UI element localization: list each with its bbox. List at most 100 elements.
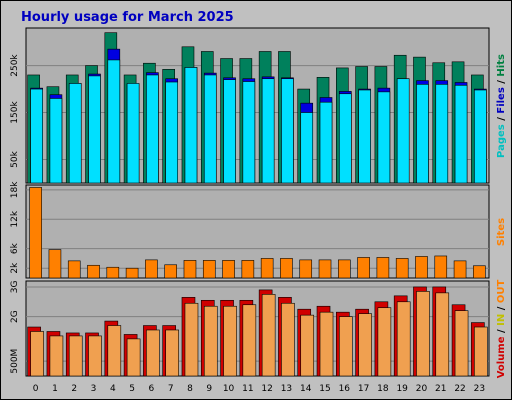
sites-bar	[453, 260, 467, 279]
sites-bar	[280, 258, 293, 279]
out-bar	[223, 305, 237, 377]
out-bar	[165, 329, 179, 377]
legend-part: OUT	[496, 280, 507, 304]
x-tick-label: 21	[435, 384, 446, 394]
x-tick-label: 17	[358, 384, 369, 394]
legend-volume-in-out: Volume / IN / OUT	[496, 280, 507, 379]
pages-bar	[454, 85, 468, 184]
sites-bar	[318, 259, 332, 279]
out-bar	[377, 307, 392, 377]
pages-bar	[474, 89, 487, 184]
y-tick-label: 150k	[10, 101, 20, 124]
x-tick-label: 5	[129, 384, 135, 394]
out-bar	[107, 325, 122, 377]
pages-bar	[165, 81, 178, 184]
legend-part: /	[496, 326, 507, 337]
sites-bar	[202, 260, 216, 279]
sites-bar	[222, 260, 235, 279]
out-bar	[416, 291, 430, 377]
pages-bar	[319, 101, 333, 184]
pages-bar	[107, 59, 121, 184]
legend-sites: Sites	[496, 218, 507, 246]
sites-bar	[415, 256, 428, 279]
legend-part: /	[496, 114, 507, 125]
out-bar	[339, 316, 353, 377]
sites-bar	[260, 258, 274, 279]
legend-part: IN	[496, 314, 507, 326]
x-tick-label: 20	[416, 384, 428, 394]
sites-bar	[164, 264, 177, 279]
legend-part: Sites	[496, 218, 507, 246]
y-tick-label: 2G	[10, 310, 20, 323]
out-bar	[358, 313, 372, 377]
pages-bar	[223, 79, 236, 184]
sites-bar	[145, 259, 158, 279]
plot-area	[25, 27, 490, 184]
sites-bar	[241, 260, 255, 279]
sites-bar	[473, 265, 486, 279]
out-bar	[300, 314, 315, 377]
pages-bar	[377, 91, 391, 184]
x-tick-label: 15	[319, 384, 330, 394]
pages-bar	[30, 88, 43, 184]
x-tick-label: 14	[300, 384, 312, 394]
sites-bar	[434, 255, 448, 279]
sites-bar	[376, 257, 390, 279]
pages-bar	[203, 74, 217, 184]
pages-bar	[281, 78, 294, 184]
y-tick-label: 50k	[10, 150, 20, 167]
sites-bar	[106, 266, 120, 279]
out-bar	[474, 326, 488, 377]
out-bar	[126, 338, 141, 377]
sites-bar	[48, 249, 62, 279]
out-bar	[30, 331, 44, 377]
x-tick-label: 18	[377, 384, 389, 394]
legend-pages-files-hits: Pages / Files / Hits	[496, 54, 507, 158]
y-tick-label: 12k	[10, 210, 20, 227]
y-tick-label: 18k	[10, 181, 20, 198]
x-tick-label: 1	[52, 384, 58, 394]
sites-bar	[29, 187, 42, 279]
out-bar	[242, 304, 257, 377]
x-tick-label: 19	[396, 384, 408, 394]
out-bar	[435, 292, 450, 377]
sites-bar	[67, 260, 81, 279]
x-tick-label: 16	[339, 384, 351, 394]
x-tick-label: 9	[206, 384, 212, 394]
x-tick-label: 7	[168, 384, 174, 394]
pages-bar	[88, 75, 101, 184]
sites-bar	[183, 260, 197, 279]
panel-0: 50k 150k 250k	[10, 27, 490, 184]
x-tick-label: 3	[91, 384, 97, 394]
pages-bar	[184, 67, 198, 184]
x-tick-label: 2	[71, 384, 77, 394]
pages-bar	[435, 84, 449, 184]
y-tick-label: 6k	[10, 242, 20, 254]
out-bar	[203, 305, 218, 377]
pages-bar	[358, 89, 371, 184]
x-tick-label: 13	[281, 384, 292, 394]
panel-2: 500M 2G 3G	[10, 280, 490, 377]
sites-bar	[125, 267, 139, 279]
panel-1: 2k 6k 12k 18k	[10, 181, 490, 279]
pages-bar	[49, 98, 63, 184]
x-tick-label: 23	[474, 384, 485, 394]
x-tick-label: 6	[149, 384, 155, 394]
out-bar	[261, 294, 276, 377]
x-tick-label: 11	[242, 384, 253, 394]
pages-bar	[300, 112, 314, 184]
x-tick-label: 10	[223, 384, 235, 394]
y-tick-label: 500M	[10, 349, 20, 374]
pages-bar	[126, 83, 140, 184]
out-bar	[281, 302, 295, 377]
sites-bar	[395, 258, 409, 279]
pages-bar	[416, 84, 429, 184]
sites-bar	[87, 264, 100, 279]
pages-bar	[68, 83, 82, 184]
plot-area	[25, 280, 490, 377]
sites-bar	[357, 257, 370, 279]
out-bar	[68, 335, 83, 377]
pages-bar	[261, 78, 275, 184]
